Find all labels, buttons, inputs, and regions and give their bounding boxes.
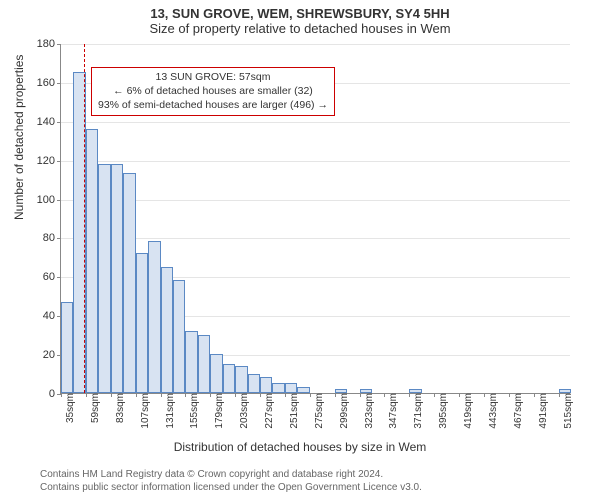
x-tick-label: 107sqm <box>136 393 151 429</box>
histogram-bar <box>272 383 284 393</box>
footer-line2: Contains public sector information licen… <box>40 482 422 495</box>
y-tick-mark <box>57 277 61 278</box>
annotation-box: 13 SUN GROVE: 57sqm← 6% of detached hous… <box>91 67 335 116</box>
y-tick-mark <box>57 238 61 239</box>
x-tick-label: 491sqm <box>534 393 549 429</box>
histogram-bar <box>235 366 247 393</box>
x-tick-label: 323sqm <box>360 393 375 429</box>
x-tick-label: 251sqm <box>285 393 300 429</box>
x-tick-label: 371sqm <box>409 393 424 429</box>
x-tick-label: 275sqm <box>310 393 325 429</box>
x-axis-label: Distribution of detached houses by size … <box>0 440 600 454</box>
x-tick-label: 395sqm <box>434 393 449 429</box>
annotation-line1: 13 SUN GROVE: 57sqm <box>98 71 328 85</box>
histogram-bar <box>148 241 160 393</box>
y-axis-label: Number of detached properties <box>12 55 26 220</box>
x-tick-label: 515sqm <box>559 393 574 429</box>
x-tick-label: 179sqm <box>210 393 225 429</box>
x-tick-label: 59sqm <box>86 393 101 423</box>
gridline <box>61 122 570 123</box>
plot-area: 02040608010012014016018035sqm59sqm83sqm1… <box>60 44 570 394</box>
x-tick-label: 155sqm <box>185 393 200 429</box>
annotation-line2: ← 6% of detached houses are smaller (32) <box>98 85 328 99</box>
y-tick-mark <box>57 200 61 201</box>
x-tick-label: 203sqm <box>235 393 250 429</box>
histogram-bar <box>111 164 123 393</box>
x-tick-label: 467sqm <box>509 393 524 429</box>
property-marker-line <box>84 44 85 393</box>
histogram-bar <box>98 164 110 393</box>
y-tick-mark <box>57 161 61 162</box>
x-tick-label: 35sqm <box>61 393 76 423</box>
histogram-bar <box>210 354 222 393</box>
x-tick-label: 443sqm <box>484 393 499 429</box>
x-tick-label: 347sqm <box>384 393 399 429</box>
histogram-bar <box>198 335 210 393</box>
histogram-bar <box>260 377 272 393</box>
chart-area: 02040608010012014016018035sqm59sqm83sqm1… <box>60 44 570 394</box>
gridline <box>61 200 570 201</box>
footer-line1: Contains HM Land Registry data © Crown c… <box>40 469 422 482</box>
histogram-bar <box>248 374 260 393</box>
histogram-bar <box>223 364 235 393</box>
histogram-bar <box>173 280 185 393</box>
histogram-bar <box>61 302 73 393</box>
y-tick-mark <box>57 44 61 45</box>
x-tick-label: 131sqm <box>161 393 176 429</box>
x-tick-label: 227sqm <box>260 393 275 429</box>
histogram-bar <box>86 129 98 393</box>
x-tick-label: 419sqm <box>459 393 474 429</box>
histogram-bar <box>136 253 148 393</box>
x-tick-label: 299sqm <box>335 393 350 429</box>
footer-attribution: Contains HM Land Registry data © Crown c… <box>40 469 422 494</box>
y-tick-mark <box>57 122 61 123</box>
annotation-line3: 93% of semi-detached houses are larger (… <box>98 99 328 113</box>
gridline <box>61 161 570 162</box>
chart-title-main: 13, SUN GROVE, WEM, SHREWSBURY, SY4 5HH <box>0 0 600 21</box>
histogram-bar <box>161 267 173 393</box>
gridline <box>61 238 570 239</box>
chart-title-sub: Size of property relative to detached ho… <box>0 21 600 40</box>
x-tick-label: 83sqm <box>111 393 126 423</box>
histogram-bar <box>185 331 197 393</box>
gridline <box>61 44 570 45</box>
histogram-bar <box>123 173 135 393</box>
y-tick-mark <box>57 83 61 84</box>
histogram-bar <box>285 383 297 393</box>
